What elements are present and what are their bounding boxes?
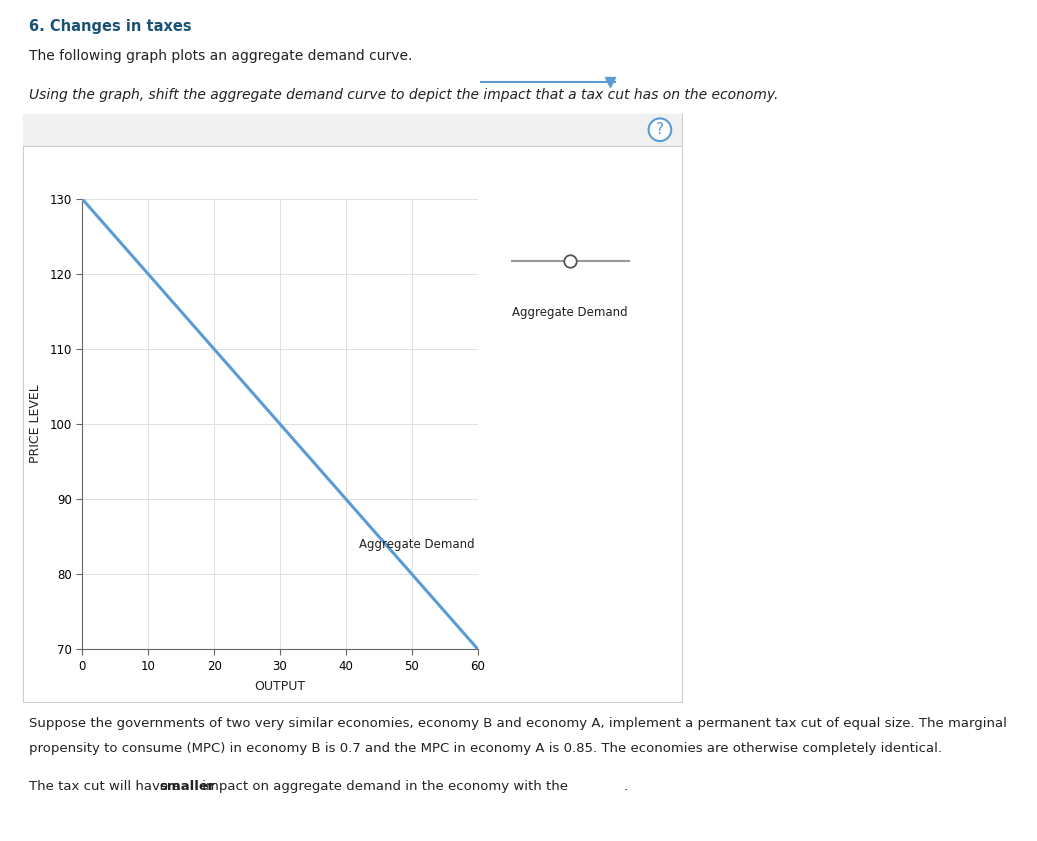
- Text: Aggregate Demand: Aggregate Demand: [359, 537, 475, 551]
- Text: Using the graph, shift the aggregate demand curve to depict the impact that a ta: Using the graph, shift the aggregate dem…: [29, 88, 779, 103]
- Text: Aggregate Demand: Aggregate Demand: [512, 305, 628, 319]
- Y-axis label: PRICE LEVEL: PRICE LEVEL: [29, 384, 43, 463]
- Text: impact on aggregate demand in the economy with the: impact on aggregate demand in the econom…: [198, 780, 568, 793]
- FancyBboxPatch shape: [23, 114, 682, 702]
- X-axis label: OUTPUT: OUTPUT: [254, 680, 306, 693]
- Text: smaller: smaller: [160, 780, 216, 793]
- Text: .: .: [624, 780, 627, 793]
- Text: Suppose the governments of two very similar economies, economy B and economy A, : Suppose the governments of two very simi…: [29, 717, 1007, 729]
- Text: The tax cut will have a: The tax cut will have a: [29, 780, 185, 793]
- FancyBboxPatch shape: [23, 114, 682, 146]
- Text: The following graph plots an aggregate demand curve.: The following graph plots an aggregate d…: [29, 49, 413, 63]
- Text: 6. Changes in taxes: 6. Changes in taxes: [29, 19, 192, 34]
- Text: propensity to consume (MPC) in economy B is 0.7 and the MPC in economy A is 0.85: propensity to consume (MPC) in economy B…: [29, 742, 942, 754]
- Text: ?: ?: [656, 122, 664, 137]
